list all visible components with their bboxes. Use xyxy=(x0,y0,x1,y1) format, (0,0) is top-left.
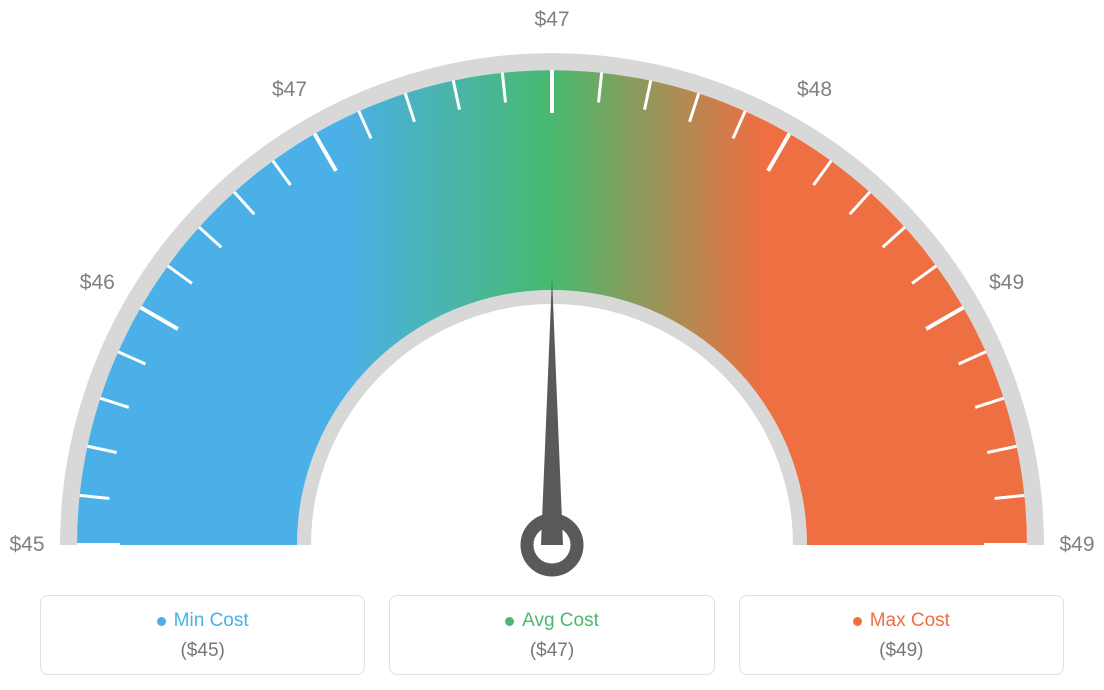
dot-icon xyxy=(853,617,862,626)
legend-value-avg: ($47) xyxy=(400,640,703,662)
legend-row: Min Cost ($45) Avg Cost ($47) Max Cost (… xyxy=(40,595,1064,675)
gauge-tick-label: $48 xyxy=(797,78,832,102)
legend-top-max: Max Cost xyxy=(750,610,1053,632)
legend-card-min: Min Cost ($45) xyxy=(40,595,365,675)
dot-icon xyxy=(157,617,166,626)
gauge-tick-label: $46 xyxy=(80,271,115,295)
legend-label-min: Min Cost xyxy=(174,610,249,632)
gauge-tick-label: $49 xyxy=(1059,533,1094,557)
dot-icon xyxy=(505,617,514,626)
cost-gauge-widget: $45 $46 $47 $47 $48 $49 $49 Min Cost ($45) Avg… xyxy=(0,0,1104,690)
gauge-tick-label: $49 xyxy=(989,271,1024,295)
legend-top-avg: Avg Cost xyxy=(400,610,703,632)
legend-top-min: Min Cost xyxy=(51,610,354,632)
gauge-tick-label: $45 xyxy=(9,533,44,557)
legend-value-min: ($45) xyxy=(51,640,354,662)
legend-value-max: ($49) xyxy=(750,640,1053,662)
legend-card-max: Max Cost ($49) xyxy=(739,595,1064,675)
gauge-tick-label: $47 xyxy=(534,8,569,32)
gauge-tick-label: $47 xyxy=(272,78,307,102)
legend-label-avg: Avg Cost xyxy=(522,610,599,632)
legend-label-max: Max Cost xyxy=(870,610,950,632)
legend-card-avg: Avg Cost ($47) xyxy=(389,595,714,675)
gauge-svg xyxy=(0,0,1104,580)
gauge-area: $45 $46 $47 $47 $48 $49 $49 xyxy=(0,0,1104,580)
